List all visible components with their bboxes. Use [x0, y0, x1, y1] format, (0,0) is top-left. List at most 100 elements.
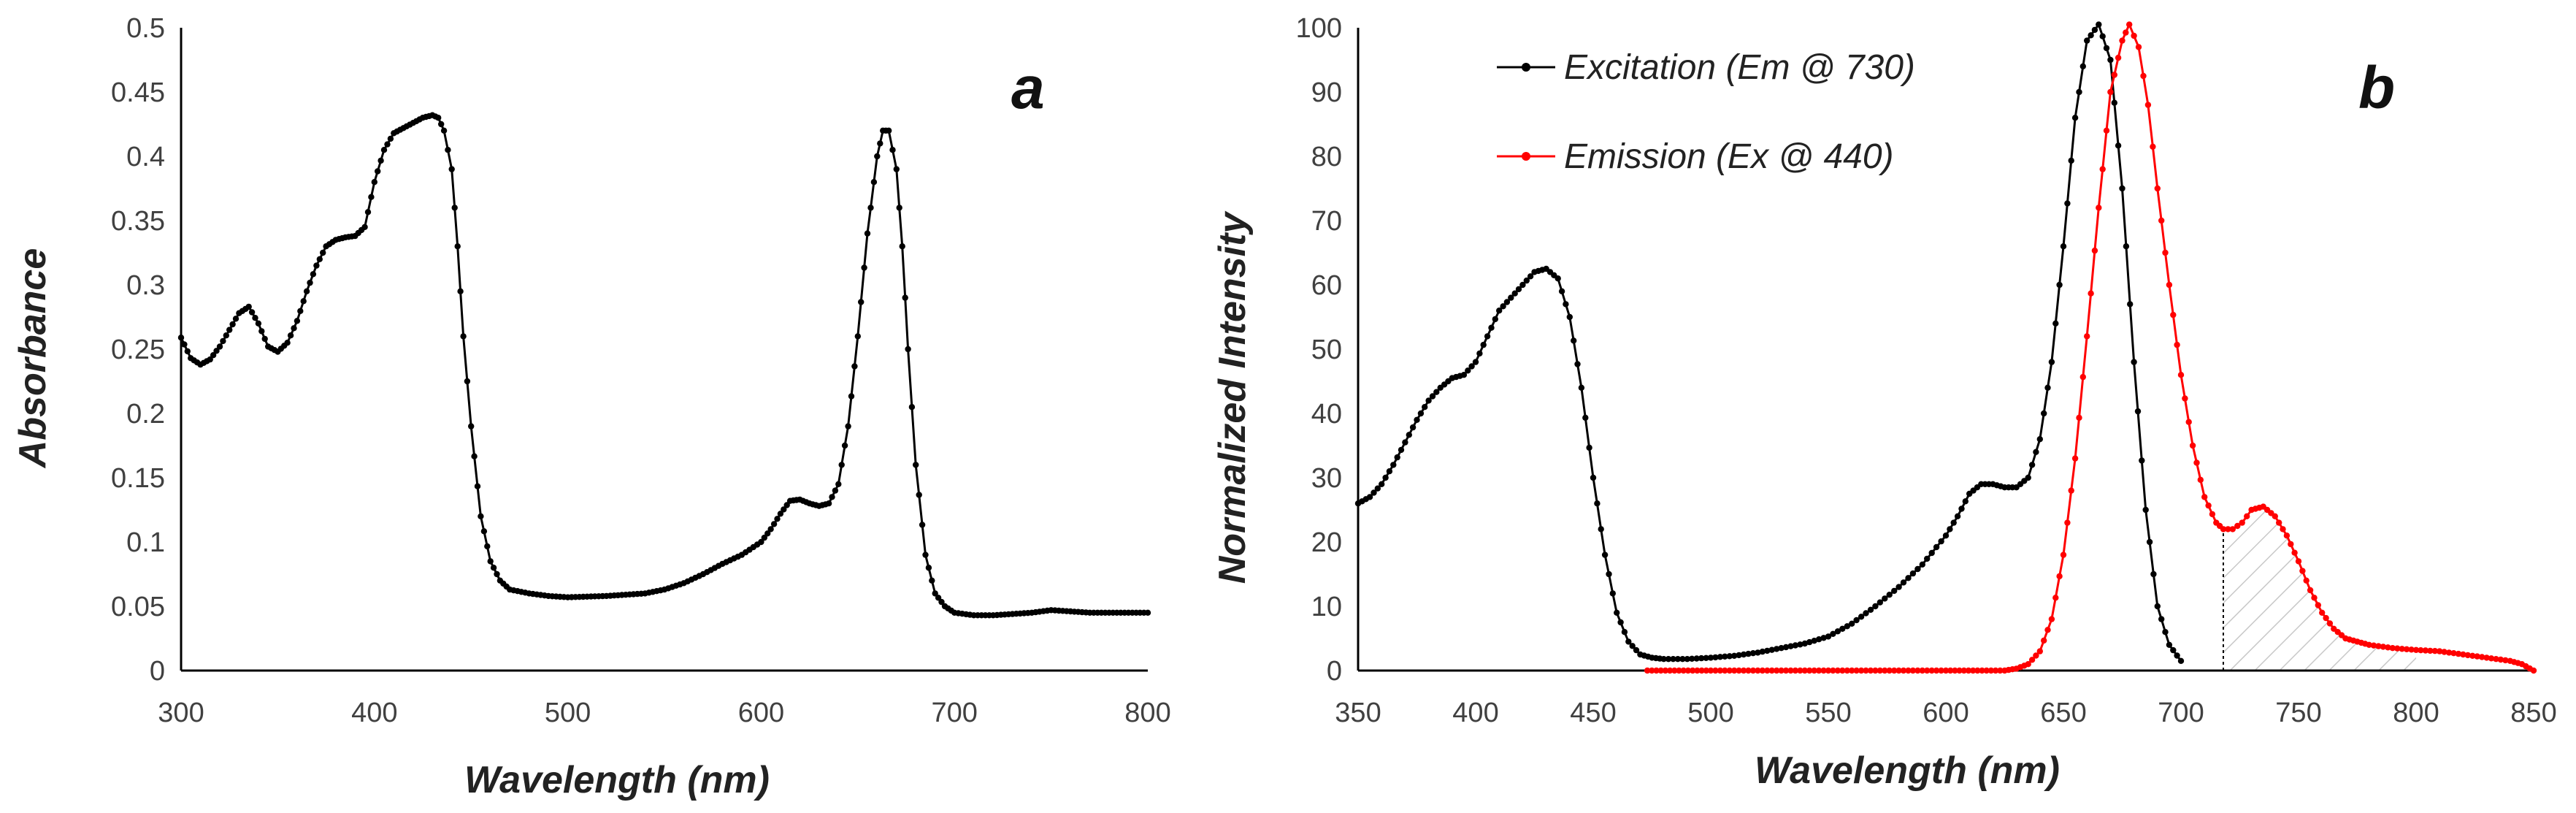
panel-a-x-ticks: 300 400 500 600 700 800 [158, 698, 1170, 728]
data-point [2135, 44, 2142, 50]
data-point [2028, 657, 2036, 663]
data-point [2469, 652, 2476, 659]
data-point [2303, 577, 2309, 584]
data-point [2111, 99, 2117, 106]
data-point [2140, 72, 2147, 80]
y-tick-label: 30 [1311, 463, 1342, 494]
data-point [1582, 414, 1589, 421]
data-point [1797, 641, 1803, 648]
data-point [2139, 457, 2145, 464]
y-tick-label: 0.45 [111, 77, 165, 108]
data-point [294, 318, 301, 324]
data-point [1958, 505, 1965, 512]
data-point [905, 346, 911, 353]
data-point [2103, 127, 2110, 134]
data-point [2502, 657, 2509, 664]
data-point [2177, 372, 2185, 378]
data-point [1690, 667, 1696, 674]
data-point [1417, 410, 1425, 417]
data-point [226, 327, 233, 333]
data-point [2437, 648, 2443, 654]
data-point [1511, 290, 1518, 297]
chart-panel-a: 0 0.05 0.1 0.15 0.2 0.25 0.3 0.35 0.4 0.45 0.5 300… [12, 13, 1171, 801]
panel-a-y-title: Absorbance [12, 248, 54, 470]
data-point [207, 356, 213, 363]
x-tick-label: 750 [2275, 698, 2321, 728]
data-point [316, 256, 323, 262]
data-point [1563, 301, 1569, 308]
data-point [2283, 533, 2291, 539]
data-point [1886, 592, 1893, 598]
data-point [2099, 166, 2106, 172]
data-point [867, 205, 874, 211]
data-point [2418, 647, 2424, 654]
data-point [1523, 277, 1530, 284]
data-point [1853, 667, 1860, 674]
legend-excitation-label: Excitation (Em @ 730) [1564, 48, 1915, 87]
data-point [2115, 54, 2122, 61]
data-point [2375, 643, 2382, 649]
x-tick-label: 350 [1335, 698, 1381, 728]
x-tick-label: 850 [2510, 698, 2556, 728]
data-point [1617, 619, 1624, 626]
data-point [1558, 288, 1565, 294]
data-point [258, 328, 265, 335]
data-point [938, 598, 945, 606]
data-point [2479, 654, 2485, 660]
data-point [2295, 558, 2302, 565]
data-point [1863, 667, 1869, 674]
data-point [1707, 667, 1714, 674]
data-point [2385, 644, 2391, 651]
data-point [252, 315, 258, 321]
data-point [300, 298, 307, 305]
data-point [932, 590, 938, 597]
data-point [1653, 667, 1660, 674]
data-point [1665, 656, 1672, 663]
data-point [1740, 651, 1747, 658]
data-point [1571, 337, 1577, 344]
data-point [1942, 667, 1950, 674]
data-point [320, 249, 326, 256]
data-point [2064, 519, 2071, 526]
data-point [2158, 616, 2165, 622]
data-point [484, 543, 491, 550]
data-point [1644, 667, 1651, 674]
data-point [474, 483, 481, 489]
data-point [1872, 667, 1879, 674]
data-point [435, 115, 442, 121]
x-tick-label: 600 [1923, 698, 1969, 728]
data-point [1849, 620, 1855, 627]
x-tick-label: 600 [738, 698, 784, 728]
data-point [1815, 636, 1822, 643]
data-point [1386, 468, 1393, 475]
data-point [2174, 652, 2180, 659]
data-point [1712, 654, 1719, 661]
data-point [902, 294, 908, 301]
y-tick-label: 0.3 [126, 270, 165, 301]
data-point [1979, 667, 1985, 674]
data-point [1801, 640, 1808, 647]
data-point [2123, 29, 2129, 36]
data-point [841, 442, 848, 449]
data-point [1844, 623, 1850, 630]
data-point [2399, 646, 2405, 652]
data-point [2166, 281, 2173, 289]
data-point [2493, 656, 2499, 663]
data-point [1924, 555, 1931, 562]
data-point [1555, 275, 1561, 282]
data-point [448, 166, 455, 172]
data-point [2431, 648, 2438, 654]
panel-b-y-title: Normalized Intensity [1211, 210, 1254, 584]
data-point [297, 308, 304, 314]
data-point [1919, 561, 1925, 568]
x-tick-label: 400 [351, 698, 397, 728]
data-point [361, 224, 368, 230]
data-point [1933, 543, 1940, 551]
data-point [761, 534, 768, 541]
data-point [2441, 649, 2447, 655]
data-point [232, 316, 239, 322]
data-point [899, 243, 905, 250]
data-point [1731, 652, 1738, 659]
data-point [313, 262, 320, 269]
